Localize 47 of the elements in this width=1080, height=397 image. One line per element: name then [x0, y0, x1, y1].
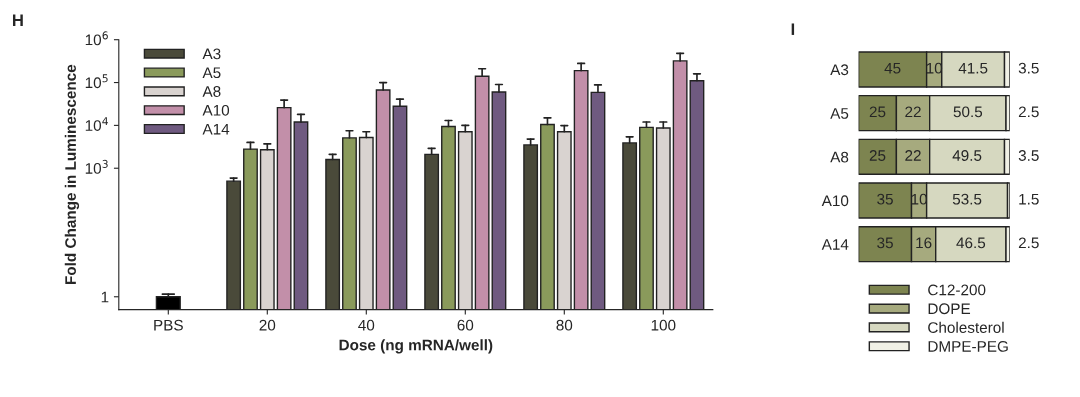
- y-tick-label: 10$^{3}$: [85, 159, 108, 174]
- x-tick-label: 80: [556, 319, 573, 331]
- x-tick-label: 60: [457, 319, 474, 331]
- data-label: 16: [916, 237, 932, 249]
- data-label: 45: [884, 62, 901, 74]
- data-label: 2.5: [1018, 237, 1039, 249]
- data-label: 49.5: [952, 150, 982, 161]
- x-axis-title: Dose (ng mRNA/well): [339, 339, 493, 354]
- legend-label: A3: [202, 48, 221, 60]
- data-label: 35: [877, 237, 893, 249]
- legend-label: A5: [202, 67, 221, 79]
- y-tick-label: 1: [101, 291, 109, 303]
- data-label: 53.5: [952, 193, 982, 205]
- y-axis-title: Fold Change in Luminescence: [64, 64, 80, 285]
- data-label: 2.5: [1018, 106, 1039, 118]
- y-tick-label: A3: [830, 64, 849, 76]
- legend-label: A10: [202, 104, 230, 116]
- data-label: 22: [905, 106, 921, 118]
- chart-title: I: [791, 23, 795, 35]
- x-tick-label: 100: [651, 319, 676, 331]
- data-label: 25: [869, 106, 886, 118]
- data-label: 25: [869, 150, 886, 161]
- y-tick-label: 10$^{6}$: [85, 31, 108, 46]
- legend-label: C12-200: [928, 284, 986, 296]
- data-label: 1.5: [1019, 193, 1039, 205]
- data-label: 3.5: [1018, 150, 1039, 161]
- data-label: 50.5: [953, 106, 983, 118]
- y-tick-label: A14: [821, 239, 849, 250]
- x-tick-label: 40: [358, 319, 375, 331]
- data-label: 3.5: [1018, 62, 1039, 74]
- y-tick-label: 10$^{4}$: [85, 117, 108, 131]
- legend-label: DMPE-PEG: [928, 340, 1008, 352]
- y-tick-label: 10$^{5}$: [85, 74, 108, 89]
- data-label: 22: [905, 150, 921, 161]
- data-label: 41.5: [958, 62, 988, 74]
- data-label: 46.5: [956, 237, 986, 249]
- y-tick-label: A5: [830, 108, 849, 119]
- legend-label: A14: [202, 123, 230, 135]
- legend-label: DOPE: [928, 303, 971, 315]
- y-tick-label: A8: [830, 151, 849, 163]
- data-label: 35: [877, 193, 893, 205]
- legend-label: A8: [202, 86, 221, 97]
- x-tick-label: PBS: [154, 319, 183, 331]
- legend-label: Cholesterol: [928, 321, 1004, 333]
- chart-title: H: [12, 14, 23, 26]
- y-tick-label: A10: [821, 195, 849, 207]
- x-tick-label: 20: [259, 319, 276, 331]
